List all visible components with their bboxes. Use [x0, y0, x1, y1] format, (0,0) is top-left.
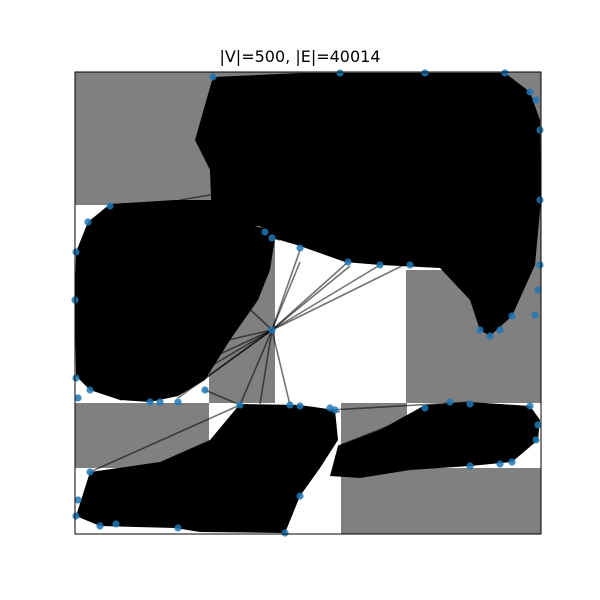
- graph-node: [531, 311, 539, 319]
- graph-node: [281, 529, 289, 537]
- graph-edge: [177, 329, 273, 399]
- graph-node: [146, 398, 154, 406]
- graph-edge: [209, 223, 281, 241]
- graph-node: [268, 326, 276, 334]
- graph-edge: [239, 299, 273, 331]
- graph-node: [344, 258, 352, 266]
- graph-node: [74, 496, 82, 504]
- graph-node: [286, 401, 294, 409]
- graph-node: [486, 332, 494, 340]
- graph-node: [296, 402, 304, 410]
- graph-node: [84, 218, 92, 226]
- chart-title: |V|=500, |E|=40014: [219, 47, 381, 66]
- graph-node: [536, 261, 544, 269]
- axes-frame: [74, 71, 542, 535]
- graph-node: [526, 88, 534, 96]
- edge-mass: [75, 73, 541, 533]
- graph-edge: [337, 401, 451, 447]
- graph-node: [508, 458, 516, 466]
- graph-edge: [271, 261, 411, 331]
- graph-node: [532, 96, 540, 104]
- graph-node: [508, 312, 516, 320]
- graph-node: [466, 462, 474, 470]
- graph-node: [446, 398, 454, 406]
- graph-node: [261, 228, 269, 236]
- graph-node: [209, 73, 217, 81]
- graph-edge: [227, 329, 273, 341]
- graph-node: [236, 401, 244, 409]
- graph-node: [336, 69, 344, 77]
- graph-node: [501, 69, 509, 77]
- graph-node: [466, 400, 474, 408]
- graph-node: [96, 522, 104, 530]
- graph-node: [496, 460, 504, 468]
- graph-node: [526, 402, 534, 410]
- graph-node: [72, 512, 80, 520]
- graph-node: [86, 468, 94, 476]
- edge-region-lower-left: [76, 404, 338, 533]
- graph-node: [106, 202, 114, 210]
- graph-node: [532, 436, 540, 444]
- sparse-edges: [89, 179, 471, 473]
- graph-node: [496, 326, 504, 334]
- edge-region-lower-right: [330, 402, 540, 478]
- graph-edge: [89, 404, 241, 473]
- graph-edge: [179, 179, 301, 201]
- graph-node: [268, 234, 276, 242]
- graph-node: [74, 394, 82, 402]
- graph-edge: [259, 329, 273, 405]
- graph-edge: [271, 329, 291, 406]
- graph-edge: [239, 329, 273, 406]
- graph-node: [86, 386, 94, 394]
- graph-edge: [119, 329, 273, 401]
- graph-node: [534, 286, 542, 294]
- graph-node: [174, 398, 182, 406]
- graph-node: [534, 421, 542, 429]
- graph-node: [296, 244, 304, 252]
- graph-node: [476, 326, 484, 334]
- graph-node: [421, 404, 429, 412]
- graph-node: [536, 196, 544, 204]
- graph-node: [112, 520, 120, 528]
- graph-node: [376, 261, 384, 269]
- edge-region-left: [75, 200, 275, 402]
- graph-node: [536, 126, 544, 134]
- graph-node: [156, 398, 164, 406]
- graph-edge: [271, 264, 381, 331]
- graph-edge: [204, 389, 241, 406]
- obstacle-cell: [75, 72, 209, 205]
- graph-edge: [271, 261, 349, 331]
- graph-node: [331, 406, 339, 414]
- edge-region-upper: [195, 73, 541, 336]
- graph-node: [72, 248, 80, 256]
- graph-node: [421, 69, 429, 77]
- graph-edge: [271, 249, 301, 331]
- graph-edge: [149, 329, 273, 403]
- graph-node: [174, 524, 182, 532]
- graph-node: [406, 261, 414, 269]
- graph-node: [72, 374, 80, 382]
- graph-node: [296, 492, 304, 500]
- graph-nodes: [71, 69, 544, 537]
- obstacle-cell: [341, 468, 541, 534]
- graph-node: [201, 386, 209, 394]
